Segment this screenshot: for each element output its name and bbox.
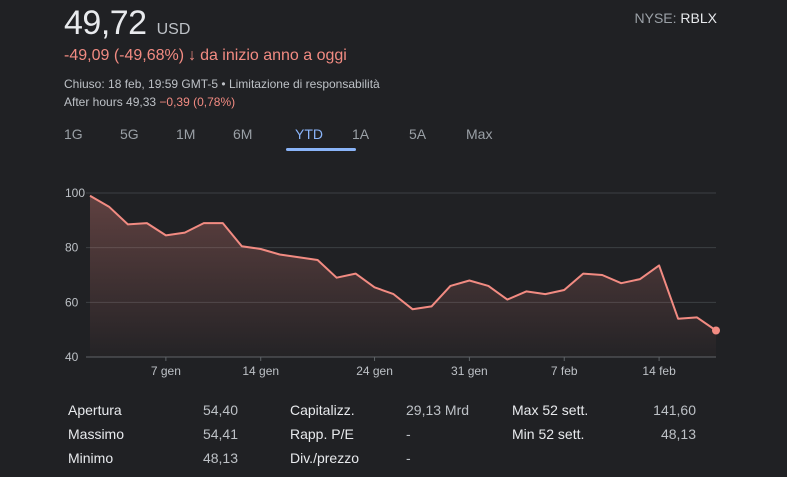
stat-label: Minimo <box>68 450 114 466</box>
stat-label: Capitalizz. <box>290 402 355 418</box>
closed-info[interactable]: Chiuso: 18 feb, 19:59 GMT-5 • Limitazion… <box>64 77 380 91</box>
x-tick-label: 14 feb <box>642 364 676 378</box>
price-area-fill <box>90 195 716 357</box>
ticker-symbol: RBLX <box>680 10 717 26</box>
tab-5a[interactable]: 5A <box>409 126 427 142</box>
stat-value: 141,60 <box>653 402 696 418</box>
current-price: 49,72 <box>64 4 147 42</box>
stat-row: Massimo 54,41 <box>68 426 288 442</box>
tab-5g[interactable]: 5G <box>120 126 139 142</box>
price-change: -49,09 (-49,68%) ↓ da inizio anno a oggi <box>64 47 347 65</box>
change-period: da inizio anno a oggi <box>200 47 347 64</box>
stat-label: Max 52 sett. <box>512 402 589 418</box>
range-tabs: 1G 5G 1M 6M YTD 1A 5A Max <box>64 126 506 151</box>
stat-row: Max 52 sett. 141,60 <box>512 402 732 418</box>
arrow-down-icon: ↓ <box>188 47 197 64</box>
price-line[interactable] <box>89 194 717 332</box>
x-tick-label: 31 gen <box>451 364 488 378</box>
price-chart: 40 60 80 100 7 gen 14 gen 24 gen 31 gen 7 feb 14 … <box>65 186 720 378</box>
stat-value: 48,13 <box>202 450 238 466</box>
x-tick-label: 24 gen <box>356 364 393 378</box>
price-row: 49,72 USD <box>64 4 190 43</box>
stat-value: 29,13 Mrd <box>406 402 470 418</box>
tab-1a[interactable]: 1A <box>352 126 370 142</box>
stat-row: Rapp. P/E - <box>290 426 510 442</box>
y-tick-label: 80 <box>65 241 79 255</box>
x-tick-label: 7 feb <box>551 364 578 378</box>
stat-label: Min 52 sett. <box>512 426 585 442</box>
stat-value: 54,40 <box>202 402 238 418</box>
tab-max[interactable]: Max <box>466 126 493 142</box>
stat-value: - <box>406 426 411 442</box>
stat-label: Apertura <box>68 402 122 418</box>
after-hours-price: After hours 49,33 <box>64 95 157 109</box>
stat-row: Div./prezzo - <box>290 450 510 466</box>
tab-1g[interactable]: 1G <box>64 126 83 142</box>
y-tick-label: 60 <box>65 295 79 309</box>
currency-label: USD <box>156 21 191 38</box>
stat-label: Div./prezzo <box>290 450 359 466</box>
after-hours-change: −0,39 (0,78%) <box>159 95 236 109</box>
stat-row: Min 52 sett. 48,13 <box>512 426 732 442</box>
y-tick-label: 40 <box>65 350 79 364</box>
tab-ytd[interactable]: YTD <box>286 126 356 151</box>
after-hours: After hours 49,33 −0,39 (0,78%) <box>64 95 235 109</box>
stat-value: 54,41 <box>202 426 238 442</box>
y-tick-label: 100 <box>65 186 85 200</box>
last-price-dot <box>712 326 720 335</box>
stat-value: 48,13 <box>660 426 696 442</box>
stat-label: Rapp. P/E <box>290 426 354 442</box>
exchange-label: NYSE: <box>634 10 677 26</box>
stat-value: - <box>406 450 411 466</box>
tab-1m[interactable]: 1M <box>176 126 196 142</box>
stat-row: Minimo 48,13 <box>68 450 288 466</box>
exchange-ticker: NYSE: RBLX <box>635 10 717 26</box>
stat-row: Capitalizz. 29,13 Mrd <box>290 402 510 418</box>
tab-6m[interactable]: 6M <box>233 126 253 142</box>
change-value: -49,09 (-49,68%) <box>64 47 185 64</box>
x-tick-label: 14 gen <box>242 364 279 378</box>
x-tick-label: 7 gen <box>151 364 181 378</box>
stat-row: Apertura 54,40 <box>68 402 288 418</box>
stat-label: Massimo <box>68 426 125 442</box>
